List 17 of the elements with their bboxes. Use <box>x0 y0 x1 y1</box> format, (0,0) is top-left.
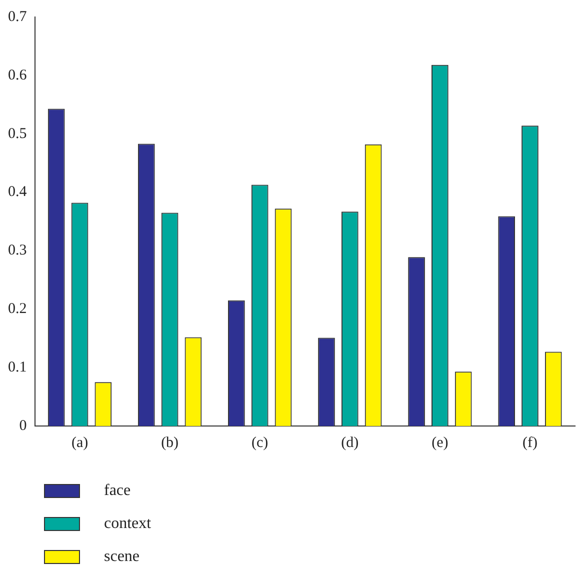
y-tick-label: 0.2 <box>8 301 27 318</box>
x-tick-label: (a) <box>71 434 88 451</box>
y-tick-label: 0.4 <box>8 184 28 200</box>
x-tick-label: (f) <box>522 434 538 451</box>
y-tick-label: 0.7 <box>8 8 28 25</box>
y-tick-label: 0 <box>19 418 27 434</box>
legend-label: context <box>104 514 152 532</box>
legend-label: face <box>104 482 131 500</box>
y-tick-label: 0.1 <box>8 360 27 376</box>
y-tick-label: 0.6 <box>8 67 28 84</box>
x-tick-label: (d) <box>341 434 359 451</box>
legend-label: scene <box>104 548 140 566</box>
x-tick-label: (c) <box>252 434 268 451</box>
y-tick-label: 0.5 <box>8 126 27 142</box>
x-tick-label: (e) <box>432 434 448 451</box>
y-tick-label: 0.3 <box>8 242 27 259</box>
x-tick-label: (b) <box>161 434 179 451</box>
